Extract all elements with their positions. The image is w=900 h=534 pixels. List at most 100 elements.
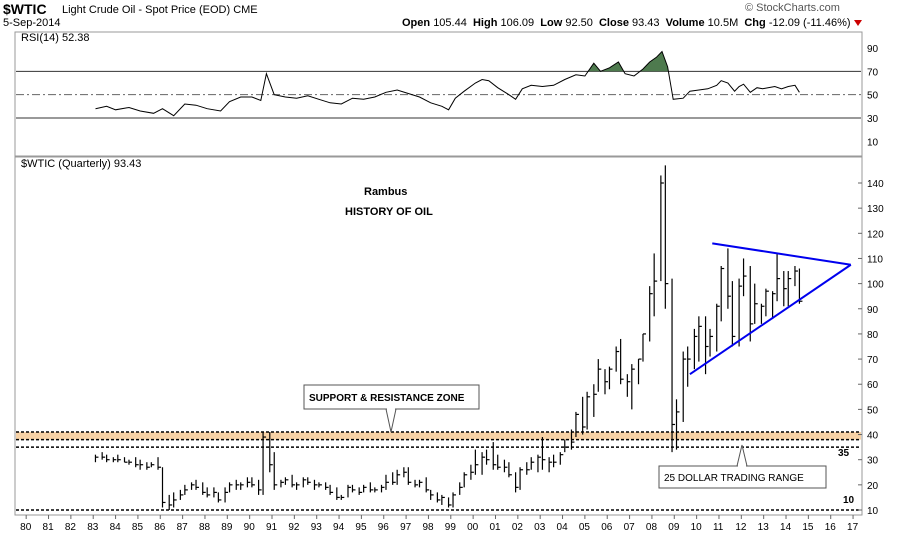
ohlc-bar xyxy=(358,487,363,495)
close-value: 93.43 xyxy=(632,17,660,29)
ohlc-bar xyxy=(340,494,345,500)
ohlc-bar xyxy=(414,479,419,488)
ohlc-bar xyxy=(709,328,714,357)
ohlc-bar xyxy=(637,358,642,385)
y-tick-label: 20 xyxy=(867,481,879,492)
ohlc-bar xyxy=(251,477,255,488)
ohlc-bar xyxy=(336,487,340,500)
ohlc-bar xyxy=(608,366,613,390)
x-tick-label: 94 xyxy=(333,522,345,533)
y-tick-label: 90 xyxy=(867,305,879,316)
chg-label: Chg xyxy=(744,17,766,29)
x-tick-label: 14 xyxy=(780,522,792,533)
ohlc-bar xyxy=(385,474,389,490)
ohlc-bar xyxy=(731,281,736,347)
ohlc-bar xyxy=(441,494,445,505)
ohlc-bar xyxy=(168,494,173,510)
x-tick-label: 96 xyxy=(378,522,390,533)
ohlc-bar xyxy=(776,253,781,302)
x-tick-label: 80 xyxy=(20,522,32,533)
ohlc-bar xyxy=(698,316,702,362)
ohlc-bar xyxy=(693,328,698,370)
ohlc-bar xyxy=(128,459,132,465)
ohlc-bar xyxy=(481,452,486,475)
ohlc-bar xyxy=(217,492,222,503)
ohlc-bar xyxy=(273,452,278,490)
x-tick-label: 16 xyxy=(825,522,837,533)
y-tick-label: 60 xyxy=(867,380,879,391)
rsi-tick-label: 50 xyxy=(867,91,879,102)
x-tick-label: 03 xyxy=(534,522,546,533)
x-tick-label: 97 xyxy=(400,522,412,533)
ohlc-bar xyxy=(470,464,474,480)
support-zone-band xyxy=(16,432,861,440)
price-panel-frame xyxy=(14,156,863,516)
ohlc-bar xyxy=(213,487,217,498)
ohlc-bar xyxy=(430,489,434,500)
ohlc-bar xyxy=(570,429,575,450)
ohlc-bar xyxy=(106,454,110,463)
ohlc-bar xyxy=(206,487,211,498)
y-tick-label: 100 xyxy=(867,280,884,291)
ohlc-bar xyxy=(240,482,244,490)
ohlc-bar xyxy=(369,482,374,493)
x-tick-label: 11 xyxy=(713,522,724,533)
rsi-overbought-area xyxy=(588,63,601,72)
ohlc-bar xyxy=(447,497,452,508)
ohlc-bar xyxy=(794,266,798,287)
ohlc-bar xyxy=(195,479,200,490)
price-panel-label: $WTIC (Quarterly) 93.43 xyxy=(21,158,141,170)
ohlc-bar xyxy=(765,288,769,317)
ohlc-bar xyxy=(190,482,195,490)
ohlc-bar xyxy=(537,454,541,473)
y-tick-label: 70 xyxy=(867,355,879,366)
x-tick-label: 13 xyxy=(758,522,770,533)
ohlc-bar xyxy=(380,484,385,493)
ohlc-bar xyxy=(329,484,334,495)
ohlc-bar xyxy=(552,454,557,468)
x-tick-label: 00 xyxy=(467,522,479,533)
x-tick-label: 90 xyxy=(244,522,256,533)
ohlc-bar xyxy=(586,391,591,430)
rsi-overbought-area xyxy=(640,51,669,72)
ohlc-bar xyxy=(559,452,564,465)
x-tick-label: 17 xyxy=(847,522,859,533)
ohlc-bar xyxy=(749,266,754,342)
rsi-label: RSI(14) 52.38 xyxy=(21,32,89,44)
ohlc-bar xyxy=(269,432,273,473)
ohlc-bar xyxy=(604,369,608,395)
ohlc-bar xyxy=(363,484,367,493)
x-tick-label: 81 xyxy=(43,522,55,533)
x-tick-label: 93 xyxy=(311,522,323,533)
ohlc-bar xyxy=(526,462,530,475)
ohlc-bar xyxy=(179,489,184,500)
ohlc-bar xyxy=(418,479,423,488)
ohlc-bar xyxy=(150,462,155,468)
ohlc-bar xyxy=(497,454,501,470)
y-tick-label: 110 xyxy=(867,254,883,265)
ohlc-bar xyxy=(649,286,653,342)
instrument-description: Light Crude Oil - Spot Price (EOD) xyxy=(62,4,231,16)
low-value: 92.50 xyxy=(565,17,593,29)
open-label: Open xyxy=(402,17,431,29)
x-tick-label: 12 xyxy=(735,522,747,533)
triangle-trendline xyxy=(712,242,851,266)
ohlc-bar xyxy=(675,399,680,450)
ohlc-bar xyxy=(642,333,646,362)
y-tick-label: 50 xyxy=(867,405,879,416)
x-tick-label: 09 xyxy=(668,522,680,533)
ohlc-bar xyxy=(318,482,322,488)
horizontal-lines xyxy=(16,431,861,511)
ohlc-bar xyxy=(564,439,568,453)
x-tick-label: 83 xyxy=(87,522,99,533)
y-tick-label: 140 xyxy=(867,179,884,190)
ohlc-bar xyxy=(246,477,251,488)
ticker-symbol: $WTIC xyxy=(3,1,47,17)
ohlc-bar xyxy=(626,374,631,397)
x-tick-label: 02 xyxy=(512,522,524,533)
x-tick-label: 95 xyxy=(355,522,367,533)
volume-label: Volume xyxy=(665,17,705,29)
x-tick-label: 98 xyxy=(422,522,434,533)
y-tick-label: 80 xyxy=(867,330,879,341)
ohlc-bar xyxy=(620,338,624,385)
